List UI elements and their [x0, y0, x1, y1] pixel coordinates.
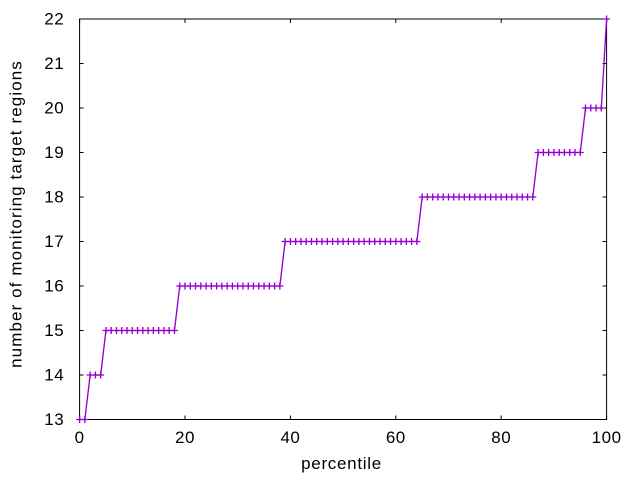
- svg-text:14: 14: [44, 366, 64, 385]
- svg-text:80: 80: [491, 428, 511, 447]
- svg-text:18: 18: [44, 188, 64, 207]
- svg-text:100: 100: [592, 428, 622, 447]
- svg-text:20: 20: [44, 99, 64, 118]
- svg-text:40: 40: [280, 428, 300, 447]
- svg-text:15: 15: [44, 321, 64, 340]
- svg-text:21: 21: [44, 54, 64, 73]
- svg-text:22: 22: [44, 10, 64, 29]
- svg-text:17: 17: [44, 232, 64, 251]
- svg-text:percentile: percentile: [301, 454, 382, 473]
- svg-text:20: 20: [175, 428, 195, 447]
- svg-text:number of monitoring target re: number of monitoring target regions: [7, 60, 26, 368]
- svg-text:13: 13: [44, 410, 64, 429]
- svg-text:19: 19: [44, 143, 64, 162]
- svg-text:0: 0: [75, 428, 85, 447]
- svg-text:16: 16: [44, 277, 64, 296]
- svg-text:60: 60: [386, 428, 406, 447]
